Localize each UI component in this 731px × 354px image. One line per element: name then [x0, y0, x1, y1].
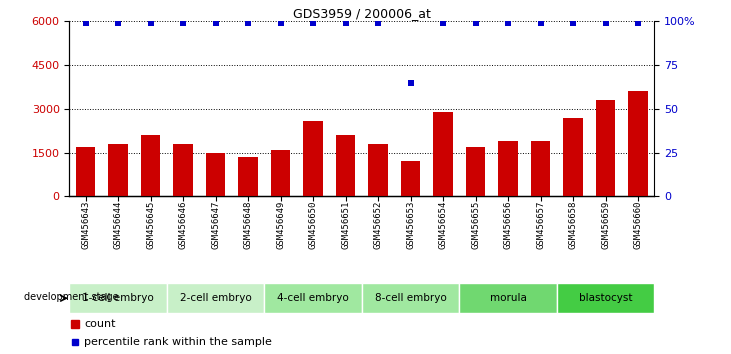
Text: percentile rank within the sample: percentile rank within the sample	[84, 337, 272, 347]
Text: 1-cell embryo: 1-cell embryo	[83, 293, 154, 303]
Bar	[336, 135, 355, 196]
Bar	[141, 135, 160, 196]
Bar	[238, 157, 258, 196]
Text: GSM456643: GSM456643	[81, 201, 90, 249]
Bar	[564, 118, 583, 196]
Text: GSM456645: GSM456645	[146, 201, 155, 249]
Text: 8-cell embryo: 8-cell embryo	[375, 293, 447, 303]
Text: GSM456652: GSM456652	[374, 201, 382, 249]
Text: GSM456656: GSM456656	[504, 201, 512, 249]
Text: GSM456649: GSM456649	[276, 201, 285, 249]
Text: GSM456648: GSM456648	[243, 201, 253, 249]
Text: GSM456644: GSM456644	[114, 201, 123, 249]
Bar	[628, 91, 648, 196]
Bar	[173, 144, 193, 196]
Bar	[466, 147, 485, 196]
Title: GDS3959 / 200006_at: GDS3959 / 200006_at	[293, 7, 431, 20]
Text: GSM456650: GSM456650	[308, 201, 317, 249]
Bar	[265, 283, 362, 313]
Text: development stage: development stage	[24, 292, 119, 302]
Bar	[108, 144, 128, 196]
Text: GSM456654: GSM456654	[439, 201, 447, 249]
Bar	[69, 283, 167, 313]
Text: 2-cell embryo: 2-cell embryo	[180, 293, 251, 303]
Bar	[557, 283, 654, 313]
Bar	[271, 150, 290, 196]
Bar	[433, 112, 452, 196]
Text: GSM456647: GSM456647	[211, 201, 220, 249]
Bar	[459, 283, 557, 313]
Bar	[206, 153, 225, 196]
Bar	[362, 283, 459, 313]
Bar	[401, 161, 420, 196]
Bar	[596, 100, 616, 196]
Text: GSM456651: GSM456651	[341, 201, 350, 249]
Text: 4-cell embryo: 4-cell embryo	[277, 293, 349, 303]
Bar	[303, 120, 323, 196]
Bar	[167, 283, 265, 313]
Text: blastocyst: blastocyst	[579, 293, 632, 303]
Text: GSM456658: GSM456658	[569, 201, 577, 249]
Text: GSM456646: GSM456646	[178, 201, 188, 249]
Text: GSM456653: GSM456653	[406, 201, 415, 249]
Text: GSM456655: GSM456655	[471, 201, 480, 249]
Bar	[368, 144, 388, 196]
Bar	[531, 141, 550, 196]
Bar	[499, 141, 518, 196]
Text: morula: morula	[490, 293, 526, 303]
Text: GSM456659: GSM456659	[601, 201, 610, 249]
Text: count: count	[84, 319, 115, 329]
Text: GSM456657: GSM456657	[536, 201, 545, 249]
Bar	[76, 147, 96, 196]
Text: GSM456660: GSM456660	[634, 201, 643, 249]
